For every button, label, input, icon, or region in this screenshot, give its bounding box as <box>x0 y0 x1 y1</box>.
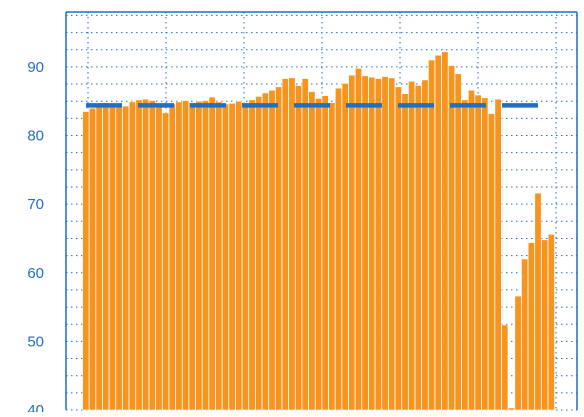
bar <box>494 98 502 411</box>
y-tick-label: 40 <box>27 402 44 412</box>
bar <box>348 74 356 411</box>
bar <box>315 98 323 411</box>
bar-layer <box>82 51 555 411</box>
bar <box>454 73 462 411</box>
bar <box>521 258 529 411</box>
bar <box>527 242 535 411</box>
bar <box>102 102 110 411</box>
bar <box>374 78 382 411</box>
bar <box>95 104 103 411</box>
bar <box>261 92 269 411</box>
bar <box>108 106 116 411</box>
bar <box>541 239 549 411</box>
bar <box>368 76 376 411</box>
bar <box>228 102 236 411</box>
bar <box>441 51 449 411</box>
bar <box>308 91 316 411</box>
bar <box>268 89 276 411</box>
bar <box>474 94 482 411</box>
y-tick-label: 60 <box>27 265 44 282</box>
bar <box>428 59 436 411</box>
bar <box>162 112 170 411</box>
bar <box>195 100 203 411</box>
bar <box>208 96 216 411</box>
bar <box>281 78 289 411</box>
bar <box>507 407 515 411</box>
bar <box>215 101 223 411</box>
bar <box>182 100 190 411</box>
axis-layer <box>65 11 578 410</box>
bar <box>82 111 90 411</box>
bar <box>155 106 163 411</box>
bar <box>255 96 263 411</box>
y-tick-label: 80 <box>27 128 44 145</box>
bar <box>394 86 402 411</box>
bar <box>235 100 243 411</box>
y-tick-label: 70 <box>27 196 44 213</box>
bar <box>221 103 229 411</box>
bar <box>408 81 416 411</box>
bar <box>534 192 542 411</box>
bar <box>295 85 303 411</box>
bar <box>188 102 196 411</box>
bar <box>128 101 136 411</box>
bar <box>501 324 509 411</box>
y-tick-label: 50 <box>27 333 44 350</box>
bar <box>401 93 409 411</box>
bar <box>321 95 329 411</box>
bar <box>148 100 156 411</box>
bar <box>202 100 210 411</box>
bar <box>434 54 442 411</box>
bar <box>354 67 362 411</box>
bar <box>381 76 389 411</box>
bar <box>301 78 309 411</box>
bar <box>275 86 283 411</box>
bar <box>248 99 256 411</box>
label-layer: 40 50 60 70 80 90 <box>27 59 44 417</box>
bar <box>135 99 143 411</box>
bar <box>175 101 183 411</box>
bar <box>88 107 96 411</box>
bar <box>341 83 349 411</box>
y-tick-label: 90 <box>27 59 44 76</box>
bar <box>547 234 555 411</box>
bar <box>122 105 130 411</box>
bar <box>142 98 150 411</box>
bar <box>168 103 176 411</box>
bar <box>448 65 456 411</box>
bar <box>467 89 475 411</box>
bar <box>241 102 249 411</box>
bar <box>288 77 296 411</box>
bar <box>115 103 123 411</box>
bar <box>461 99 469 411</box>
bar <box>328 102 336 411</box>
bar <box>388 77 396 411</box>
bar <box>334 87 342 411</box>
bar <box>361 75 369 411</box>
bar <box>487 113 495 411</box>
bar <box>481 97 489 411</box>
bar <box>514 295 522 411</box>
bar <box>421 79 429 411</box>
bar <box>414 85 422 411</box>
